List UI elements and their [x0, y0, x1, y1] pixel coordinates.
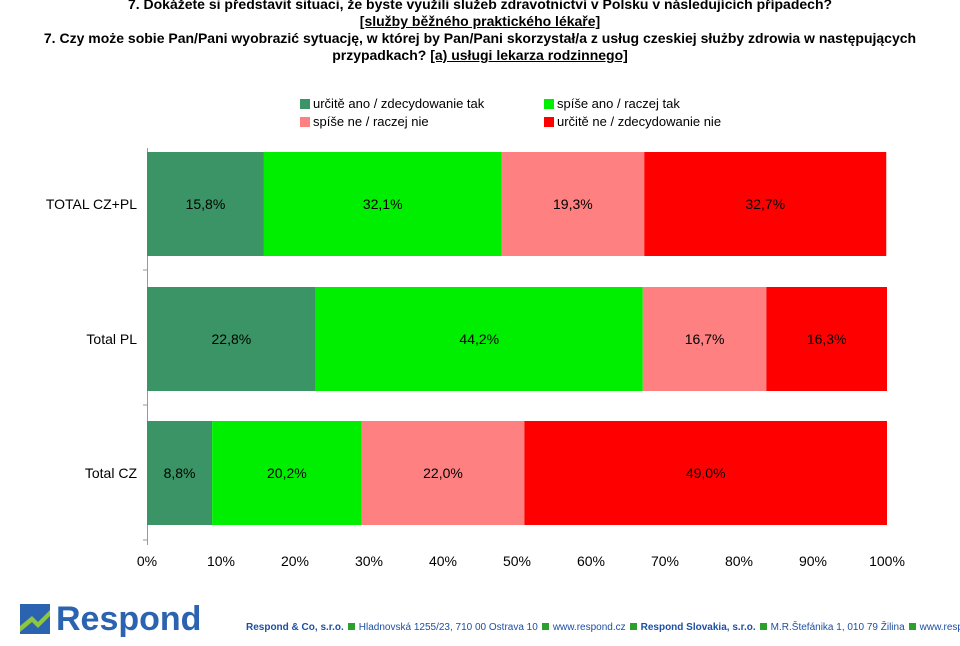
bar-segment-definitely-yes [147, 287, 316, 391]
footer-separator [629, 623, 637, 630]
x-tick-label: 70% [651, 553, 679, 569]
title-pl-line2: przypadkach? [a) usługi lekarza rodzinne… [0, 47, 960, 64]
data-label-definitely-yes: 22,8% [212, 331, 252, 347]
legend-item-definitely-no: určitě ne / zdecydowanie nie [544, 114, 721, 129]
category-label: TOTAL CZ+PL [46, 196, 137, 212]
footer-company-sk: Respond Slovakia, s.r.o. [640, 622, 756, 633]
data-label-rather-yes: 44,2% [459, 331, 499, 347]
data-label-rather-yes: 32,1% [363, 196, 403, 212]
legend-swatch-definitely-yes [300, 99, 310, 109]
legend-label-rather-no: spíše ne / raczej nie [313, 114, 429, 129]
data-label-definitely-no: 16,3% [807, 331, 847, 347]
stacked-bar-chart: 15,8% 32,1% 19,3% 32,7% TOTAL CZ+PL 22,8% 44,2… [46, 148, 905, 569]
footer-separator [541, 623, 549, 630]
bar-segment-definitely-no [524, 421, 887, 525]
respond-logo: Respond [20, 600, 200, 638]
category-label: Total PL [86, 331, 137, 347]
bar-segment-rather-no [642, 287, 767, 391]
legend-item-rather-no: spíše ne / raczej nie [300, 114, 429, 129]
x-tick-label: 50% [503, 553, 531, 569]
footer-web-cz[interactable]: www.respond.cz [552, 622, 626, 633]
legend-label-definitely-yes: určitě ano / zdecydowanie tak [313, 96, 485, 111]
legend-swatch-rather-yes [544, 99, 554, 109]
bar-segment-rather-yes [212, 421, 362, 525]
category-label: Total CZ [85, 465, 138, 481]
x-tick-label: 80% [725, 553, 753, 569]
bar-segment-rather-yes [315, 287, 643, 391]
footer-contacts: Respond & Co, s.r.o. Hladnovská 1255/23, … [246, 622, 960, 633]
x-tick-label: 90% [799, 553, 827, 569]
bar-segment-rather-yes [263, 152, 502, 256]
x-tick-label: 60% [577, 553, 605, 569]
legend-swatch-rather-no [300, 117, 310, 127]
respond-logo-mark [20, 604, 50, 634]
footer-separator [759, 623, 767, 630]
data-label-definitely-yes: 15,8% [186, 196, 226, 212]
footer-separator [347, 623, 355, 630]
bar-segment-definitely-yes [147, 421, 213, 525]
data-label-rather-no: 22,0% [423, 465, 463, 481]
x-tick-label: 20% [281, 553, 309, 569]
title-pl-question-end: przypadkach? [332, 47, 431, 63]
legend-item-definitely-yes: určitě ano / zdecydowanie tak [300, 96, 484, 111]
data-label-rather-no: 19,3% [553, 196, 593, 212]
bar-segment-rather-no [361, 421, 525, 525]
bar-segment-rather-no [501, 152, 645, 256]
title-pl-subject: [a) usługi lekarza rodzinnego] [430, 47, 628, 63]
legend-swatch-definitely-no [544, 117, 554, 127]
footer-address-sk: M.R.Štefánika 1, 010 79 Žilina [770, 622, 905, 633]
bar-segment-definitely-yes [147, 152, 264, 256]
legend-item-rather-yes: spíše ano / raczej tak [544, 96, 680, 111]
data-label-definitely-no: 49,0% [686, 465, 726, 481]
x-tick-label: 30% [355, 553, 383, 569]
x-tick-label: 100% [869, 553, 905, 569]
title-cz-subject: [služby běžného praktického lékaře] [359, 13, 601, 29]
data-label-definitely-no: 32,7% [745, 196, 785, 212]
x-tick-label: 10% [207, 553, 235, 569]
title-pl-question: 7. Czy może sobie Pan/Pani wyobrazić syt… [43, 30, 917, 46]
footer-separator [908, 623, 916, 630]
data-label-rather-yes: 20,2% [267, 465, 307, 481]
legend-label-rather-yes: spíše ano / raczej tak [557, 96, 680, 111]
x-tick-label: 40% [429, 553, 457, 569]
chart-title: 7. Dokážete si představit situaci, že by… [0, 0, 960, 64]
footer-address-cz: Hladnovská 1255/23, 710 00 Ostrava 10 [358, 622, 538, 633]
footer-company-cz: Respond & Co, s.r.o. [246, 622, 344, 633]
title-cz-question: 7. Dokážete si představit situaci, že by… [127, 0, 833, 12]
bar-segment-definitely-no [644, 152, 887, 256]
footer-web-sk[interactable]: www.respond.sk [919, 622, 960, 633]
data-label-rather-no: 16,7% [685, 331, 725, 347]
respond-logo-text: Respond [56, 600, 200, 638]
data-label-definitely-yes: 8,8% [164, 465, 196, 481]
x-tick-label: 0% [137, 553, 157, 569]
legend-label-definitely-no: určitě ne / zdecydowanie nie [557, 114, 722, 129]
bar-segment-definitely-no [766, 287, 887, 391]
